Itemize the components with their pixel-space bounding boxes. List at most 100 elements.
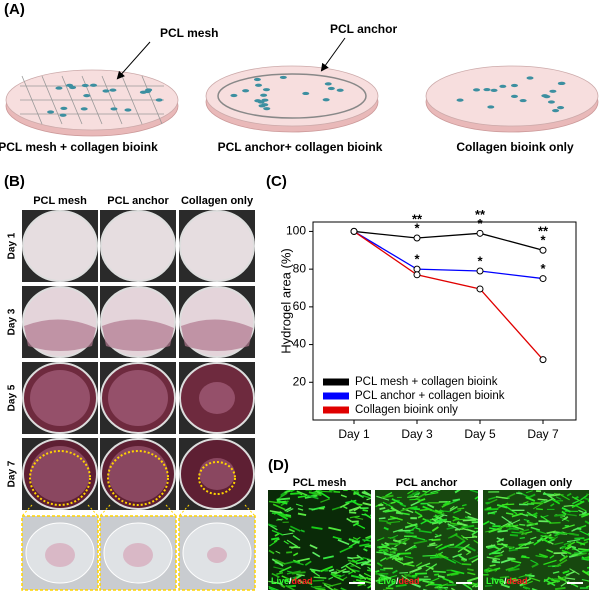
legend-label: PCL anchor + collagen bioink (355, 390, 505, 402)
fiber (286, 570, 301, 575)
fiber (571, 553, 578, 557)
cell (253, 77, 261, 82)
fiber (433, 570, 446, 574)
outline (107, 450, 169, 506)
arrow (116, 41, 151, 80)
fiber (422, 490, 427, 493)
fiber (364, 544, 371, 548)
fiber (538, 553, 549, 558)
data-point (476, 267, 484, 275)
cell (519, 98, 527, 103)
cell (456, 98, 464, 102)
cell (258, 104, 266, 108)
fiber (367, 566, 371, 570)
fiber (363, 572, 371, 578)
fiber (395, 537, 407, 543)
fiber (392, 528, 403, 533)
fiber (468, 555, 478, 560)
fiber (332, 574, 344, 582)
fiber (520, 556, 530, 559)
fiber (527, 521, 536, 526)
fiber (268, 523, 278, 531)
fiber (442, 501, 450, 507)
fiber (289, 546, 301, 549)
cell (257, 100, 265, 104)
fiber (309, 544, 318, 550)
plot-frame (312, 221, 577, 421)
fiber (420, 519, 429, 525)
well (100, 210, 176, 282)
fiber (585, 520, 589, 525)
fiber (522, 500, 529, 505)
fiber (519, 578, 532, 587)
caption: Collagen bioink only (456, 140, 574, 154)
fiber (449, 505, 455, 510)
fiber (297, 557, 310, 563)
fiber (574, 537, 585, 540)
fiber (379, 557, 387, 562)
fiber (288, 528, 295, 533)
cell (242, 89, 250, 93)
fiber (565, 570, 576, 576)
fiber (415, 562, 423, 567)
fiber (563, 541, 572, 546)
fiber (428, 577, 440, 584)
fiber (494, 553, 503, 558)
fiber (279, 565, 292, 573)
fiber (536, 538, 543, 543)
fiber (506, 492, 516, 499)
significance: * (540, 261, 546, 276)
fiber (271, 537, 280, 541)
fiber (554, 541, 564, 546)
zoom-guide (178, 504, 190, 517)
fiber (460, 558, 466, 563)
stain-separator: / (289, 576, 292, 586)
fiber (561, 510, 567, 516)
cell (510, 94, 518, 98)
fiber (276, 582, 284, 586)
fiber (515, 546, 529, 550)
panel-label: (C) (266, 173, 287, 190)
legend-swatch (323, 406, 349, 414)
fiber (442, 577, 453, 583)
cell (327, 86, 335, 91)
fiber (561, 545, 567, 550)
cell (558, 81, 566, 85)
fiber (361, 513, 367, 516)
fiber (587, 499, 589, 503)
fiber (530, 559, 538, 565)
fiber (496, 537, 504, 542)
fiber (328, 490, 334, 492)
fiber (562, 570, 570, 574)
fiber (418, 529, 432, 534)
cell (499, 84, 507, 88)
fiber (467, 571, 476, 576)
fiber (443, 520, 452, 523)
fiber (519, 523, 526, 526)
fiber (342, 570, 350, 574)
stain-label: Live/dead (378, 576, 420, 586)
fiber (557, 576, 566, 582)
significance: * (540, 233, 546, 248)
fiber (395, 583, 407, 588)
fiber (532, 512, 538, 516)
y-tick-label: 60 (293, 299, 307, 313)
fiber (526, 522, 539, 527)
fiber (312, 551, 321, 558)
cell (59, 113, 67, 117)
dish-top (205, 65, 379, 127)
fiber (367, 545, 371, 549)
fiber (581, 511, 588, 516)
fiber (512, 525, 524, 531)
fiber (430, 490, 441, 494)
fiber (512, 579, 519, 583)
fiber (451, 569, 465, 575)
fiber (404, 573, 417, 579)
fiber (268, 549, 275, 555)
fiber (384, 509, 396, 513)
fiber (474, 496, 478, 500)
fiber (308, 491, 322, 497)
fiber (446, 583, 457, 587)
fiber (461, 503, 467, 507)
fiber (292, 535, 301, 541)
